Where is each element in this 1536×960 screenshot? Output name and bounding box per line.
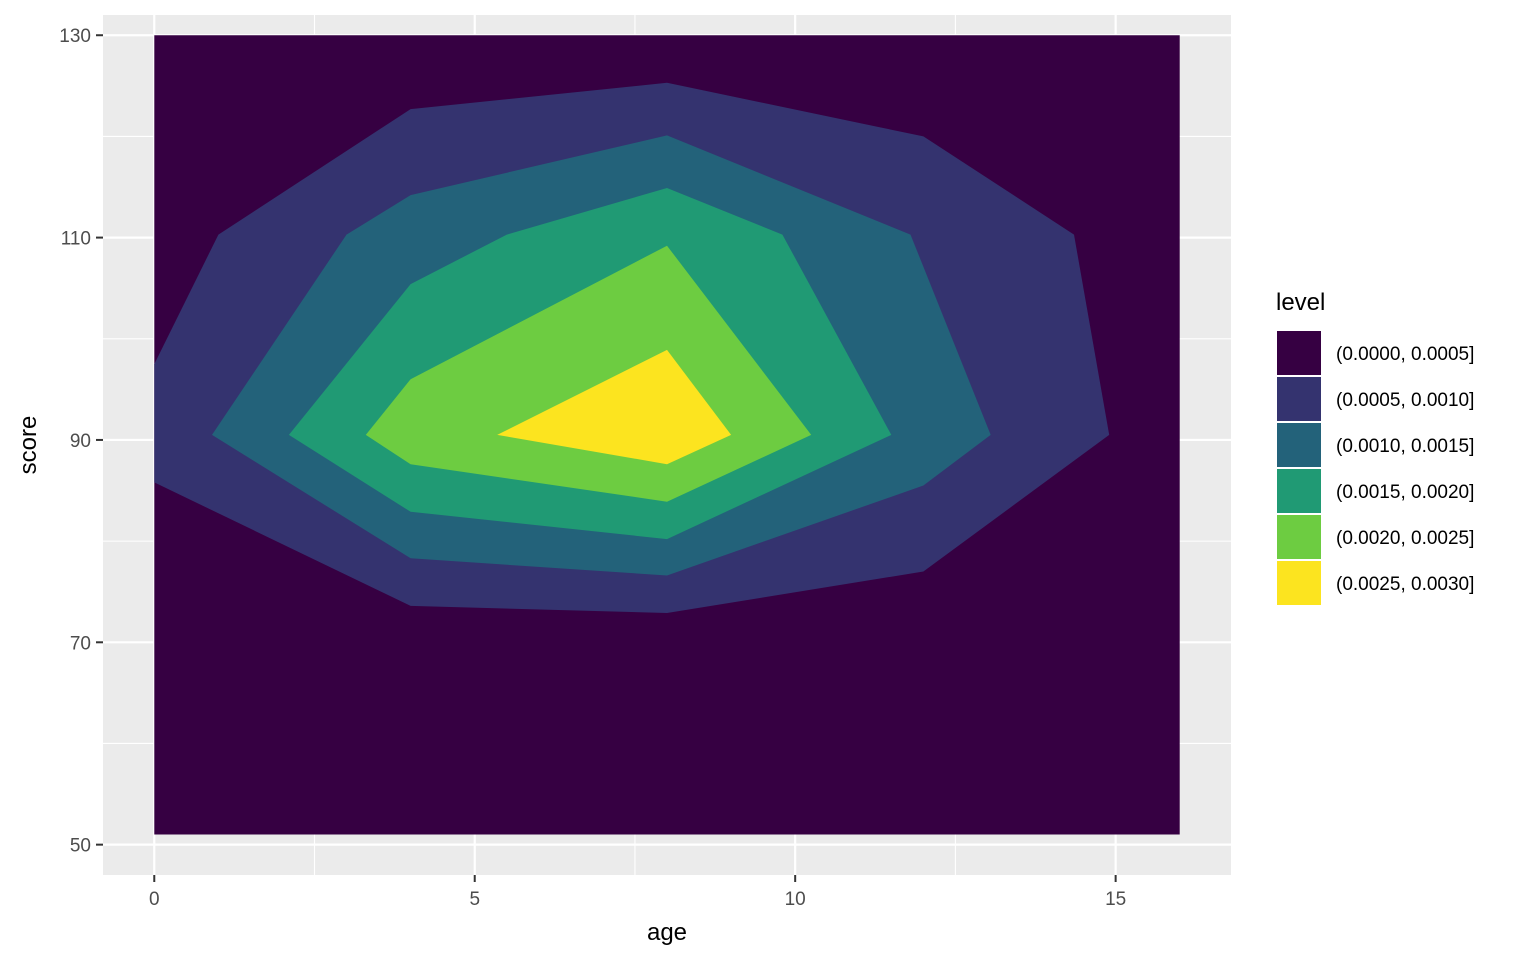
x-tick-label: 0 (149, 889, 160, 910)
legend-label-6: (0.0025, 0.0030] (1336, 574, 1474, 595)
y-tick-label: 110 (61, 229, 91, 250)
y-axis-title: score (15, 416, 42, 475)
x-axis-title: age (647, 919, 687, 946)
legend-label-4: (0.0015, 0.0020] (1336, 482, 1474, 503)
contour-band-6 (497, 349, 732, 465)
legend-label-3: (0.0010, 0.0015] (1336, 436, 1474, 457)
contour-bands (154, 35, 1180, 835)
legend-label-5: (0.0020, 0.0025] (1336, 528, 1474, 549)
y-tick-label: 50 (70, 836, 91, 857)
y-tick-label: 70 (70, 633, 91, 654)
legend-key-1 (1275, 329, 1323, 377)
y-tick-label: 90 (70, 431, 91, 452)
legend-title: level (1276, 289, 1325, 316)
legend-key-5 (1275, 513, 1323, 561)
legend-key-2 (1275, 375, 1323, 423)
legend-label-1: (0.0000, 0.0005] (1336, 344, 1474, 365)
legend-key-3 (1275, 421, 1323, 469)
y-tick-label: 130 (59, 26, 91, 47)
y-axis: 50 70 90 110 130 (59, 26, 103, 857)
x-tick-label: 15 (1105, 889, 1126, 910)
legend-items: (0.0000, 0.0005] (0.0005, 0.0010] (0.0010,… (1275, 329, 1474, 607)
legend-label-2: (0.0005, 0.0010] (1336, 390, 1474, 411)
x-tick-label: 10 (785, 889, 806, 910)
legend-key-4 (1275, 467, 1323, 515)
x-tick-label: 5 (469, 889, 480, 910)
x-axis: 0 5 10 15 (149, 875, 1126, 910)
legend: level (0.0000, 0.0005](0.0005, 0.0010](0… (1275, 289, 1474, 607)
legend-key-6 (1275, 559, 1323, 607)
